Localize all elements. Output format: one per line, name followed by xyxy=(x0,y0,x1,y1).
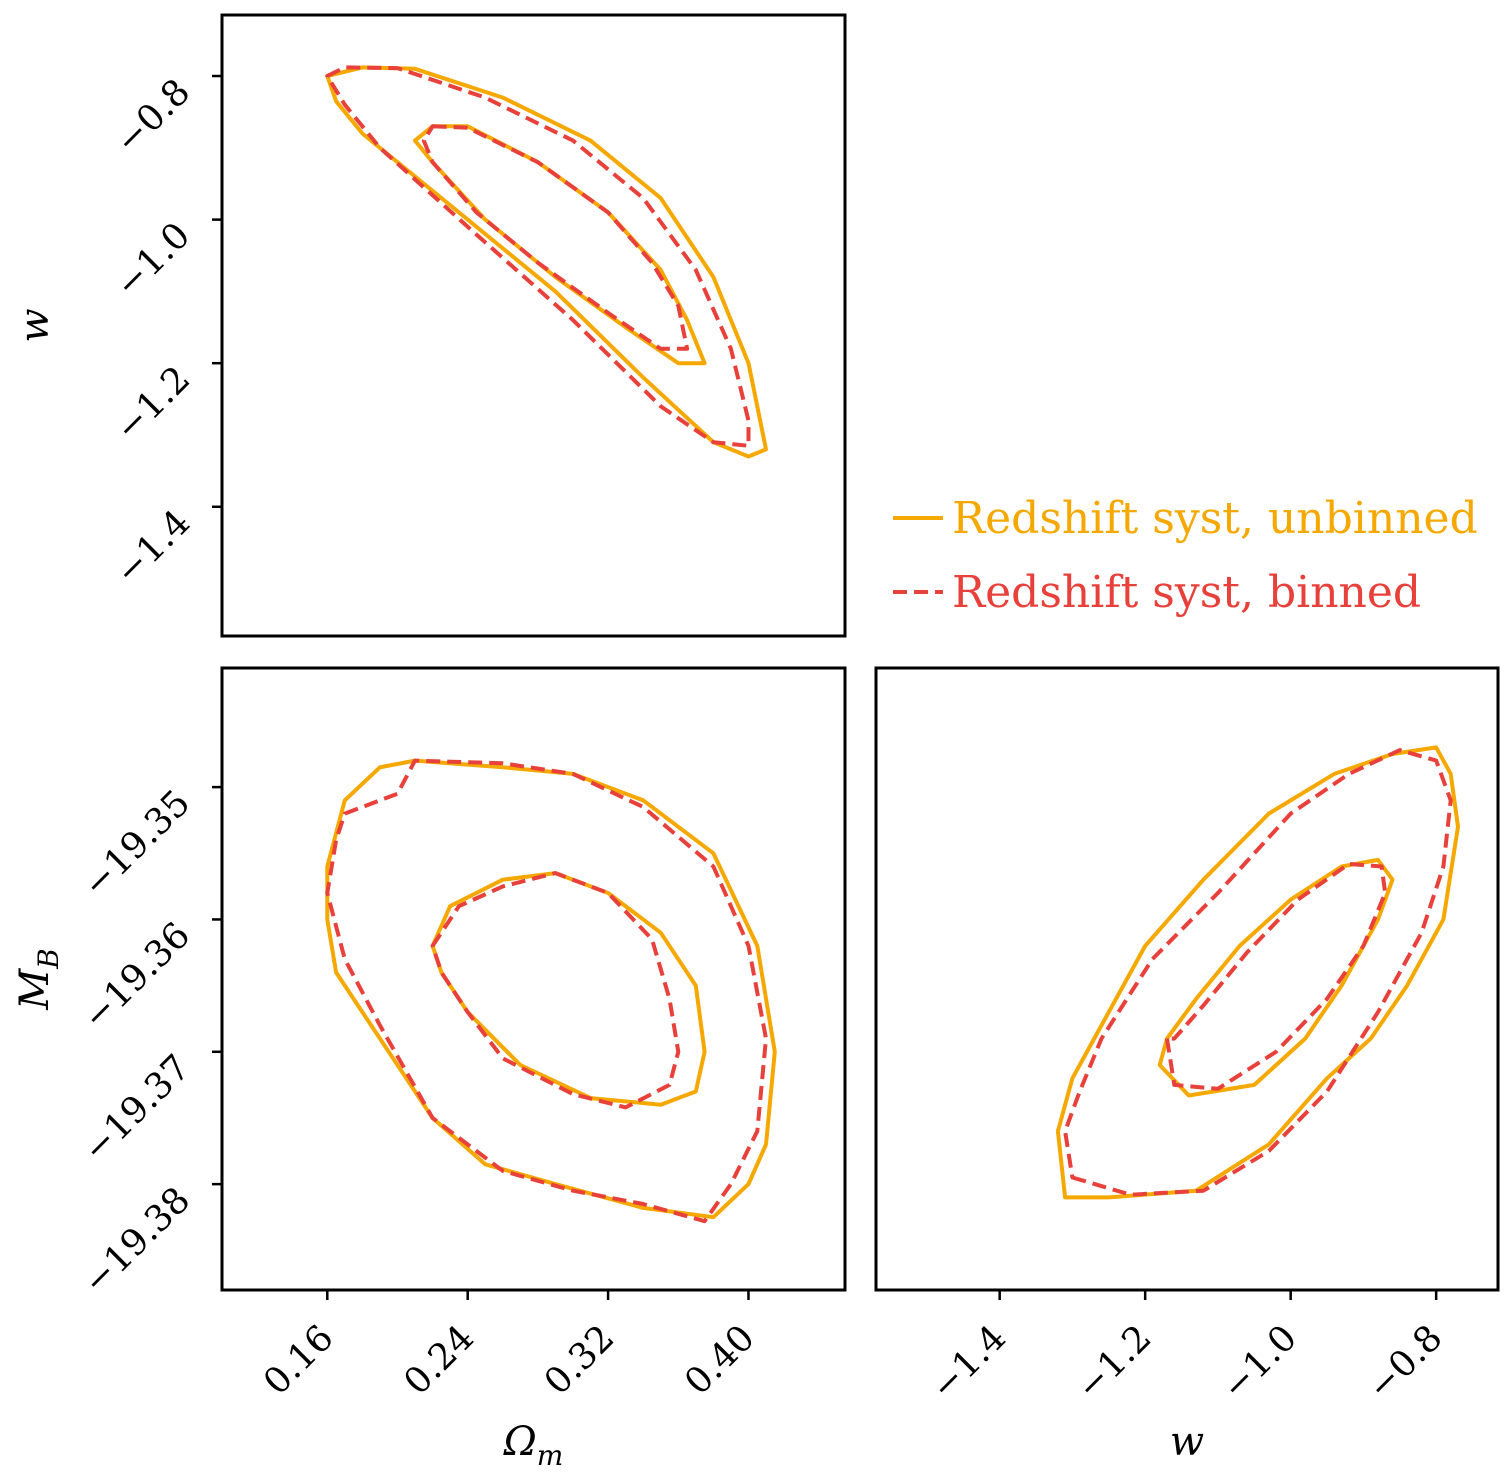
y-tick: −1.4 xyxy=(108,502,222,593)
y-axis-label: MB xyxy=(12,948,65,1011)
contour-unbinned-outer xyxy=(325,758,777,1220)
contour-unbinned-inner xyxy=(430,871,707,1107)
contour-binned-inner xyxy=(1165,861,1388,1091)
contours-w_mb xyxy=(1055,745,1460,1200)
x-tick-label: −1.0 xyxy=(1214,1317,1305,1408)
x-axis-label: Ωm xyxy=(503,1419,564,1472)
legend-label: Redshift syst, unbinned xyxy=(952,493,1478,544)
y-tick-label: −19.37 xyxy=(75,1047,198,1170)
y-tick: −0.8 xyxy=(108,71,222,162)
x-tick-label: −1.2 xyxy=(1069,1317,1160,1408)
x-tick-label: 0.16 xyxy=(256,1317,342,1403)
contour-binned-outer xyxy=(325,65,751,448)
y-tick: −19.36 xyxy=(75,915,222,1038)
axes-frame xyxy=(874,666,1500,1292)
x-tick-label: 0.32 xyxy=(537,1317,623,1403)
y-tick-label: −19.35 xyxy=(75,782,198,905)
y-tick: −1.2 xyxy=(108,359,222,450)
y-tick-label: −1.0 xyxy=(108,215,199,306)
x-tick: 0.32 xyxy=(537,1290,623,1403)
x-tick-label: 0.24 xyxy=(396,1317,482,1403)
y-tick-label: −0.8 xyxy=(108,71,199,162)
x-tick: −1.2 xyxy=(1069,1290,1160,1408)
y-tick: −1.0 xyxy=(108,215,222,306)
x-tick: −1.4 xyxy=(923,1290,1014,1408)
x-tick-label: 0.40 xyxy=(677,1317,763,1403)
y-tick: −19.37 xyxy=(75,1047,222,1170)
contour-unbinned-inner xyxy=(413,124,707,366)
y-tick: −19.38 xyxy=(75,1180,222,1303)
x-tick: −1.0 xyxy=(1214,1290,1305,1408)
y-axis-label: w xyxy=(12,308,58,342)
panel-om_w: −0.8 −1.0 −1.2 −1.4 w xyxy=(12,13,847,638)
y-tick-label: −19.38 xyxy=(75,1180,198,1303)
contours-om_w xyxy=(325,65,768,459)
y-tick-label: −19.36 xyxy=(75,915,198,1038)
contour-binned-outer xyxy=(325,758,768,1224)
contours-om_mb xyxy=(325,758,777,1224)
legend-item: Redshift syst, binned xyxy=(893,567,1421,618)
contour-unbinned-outer xyxy=(325,65,768,459)
y-tick-label: −1.2 xyxy=(108,359,199,450)
contour-binned-inner xyxy=(421,124,690,351)
x-axis-label: w xyxy=(1170,1419,1204,1465)
axes-frame xyxy=(220,13,847,638)
x-tick-label: −1.4 xyxy=(923,1317,1014,1408)
legend-label: Redshift syst, binned xyxy=(952,567,1421,618)
x-tick: 0.16 xyxy=(256,1290,342,1403)
x-tick: −0.8 xyxy=(1360,1290,1451,1408)
contour-unbinned-inner xyxy=(1157,857,1395,1098)
panel-om_mb: 0.16 0.24 0.32 0.40 Ωm −19.35−19.36−19.37−19.… xyxy=(12,666,847,1472)
y-tick: −19.35 xyxy=(75,782,222,906)
x-tick: 0.24 xyxy=(396,1290,482,1403)
x-tick: 0.40 xyxy=(677,1290,763,1403)
contour-binned-outer xyxy=(1063,748,1453,1197)
legend: Redshift syst, unbinned Redshift syst, bi… xyxy=(893,493,1478,618)
panel-w_mb: −1.4 −1.2 −1.0 −0.8 w xyxy=(874,666,1500,1465)
contour-binned-inner xyxy=(430,871,681,1110)
axes-frame xyxy=(220,666,847,1292)
y-tick-label: −1.4 xyxy=(108,502,199,593)
legend-item: Redshift syst, unbinned xyxy=(893,493,1478,544)
x-tick-label: −0.8 xyxy=(1360,1317,1451,1408)
contour-unbinned-outer xyxy=(1055,745,1460,1200)
